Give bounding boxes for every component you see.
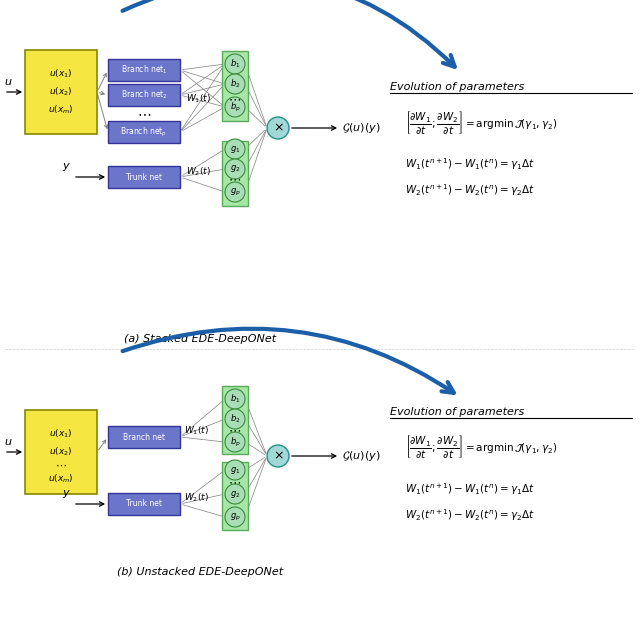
Text: $b_2$: $b_2$	[230, 78, 240, 90]
FancyBboxPatch shape	[108, 426, 180, 448]
Text: $u(x_1)$: $u(x_1)$	[49, 68, 73, 80]
Text: $b_p$: $b_p$	[230, 435, 241, 448]
Circle shape	[225, 507, 245, 527]
Text: $u$: $u$	[4, 77, 13, 87]
Text: $u(x_m)$: $u(x_m)$	[48, 473, 74, 485]
Circle shape	[225, 389, 245, 409]
Text: $W_2(t)$: $W_2(t)$	[186, 166, 211, 178]
Text: $\cdots$: $\cdots$	[228, 172, 241, 186]
Circle shape	[225, 484, 245, 504]
Circle shape	[225, 54, 245, 74]
FancyBboxPatch shape	[25, 410, 97, 494]
Text: (a) Stacked EDE-DeepONet: (a) Stacked EDE-DeepONet	[124, 334, 276, 344]
Text: $b_1$: $b_1$	[230, 58, 240, 70]
Text: $\cdots$: $\cdots$	[55, 460, 67, 470]
Circle shape	[225, 409, 245, 429]
Text: Branch net: Branch net	[123, 433, 165, 441]
Text: $\cdots$: $\cdots$	[228, 423, 241, 436]
Text: $W_2(t^{n+1}) - W_2(t^n) = \gamma_2 \Delta t$: $W_2(t^{n+1}) - W_2(t^n) = \gamma_2 \Del…	[405, 182, 534, 198]
FancyBboxPatch shape	[222, 51, 248, 121]
Text: Evolution of parameters: Evolution of parameters	[390, 407, 524, 417]
Text: $u(x_2)$: $u(x_2)$	[49, 446, 73, 458]
Text: Trunk net: Trunk net	[126, 500, 162, 508]
Text: $u(x_m)$: $u(x_m)$	[48, 103, 74, 116]
Text: $\cdots$: $\cdots$	[228, 475, 241, 488]
Text: $W_1(t)$: $W_1(t)$	[184, 424, 209, 437]
Circle shape	[225, 97, 245, 117]
FancyBboxPatch shape	[222, 462, 248, 530]
Text: $u(x_1)$: $u(x_1)$	[49, 428, 73, 440]
FancyBboxPatch shape	[222, 140, 248, 206]
Text: $b_p$: $b_p$	[230, 100, 241, 113]
Text: $g_p$: $g_p$	[230, 186, 241, 198]
Circle shape	[225, 182, 245, 202]
Circle shape	[225, 432, 245, 452]
FancyBboxPatch shape	[222, 386, 248, 454]
Text: $W_1(t^{n+1}) - W_1(t^n) = \gamma_1 \Delta t$: $W_1(t^{n+1}) - W_1(t^n) = \gamma_1 \Del…	[405, 481, 534, 497]
Text: $\times$: $\times$	[273, 122, 284, 135]
Text: $\cdots$: $\cdots$	[137, 107, 151, 120]
Text: $W_2(t)$: $W_2(t)$	[184, 492, 209, 504]
Text: Branch net$_1$: Branch net$_1$	[120, 64, 168, 76]
FancyBboxPatch shape	[108, 166, 180, 188]
Circle shape	[225, 74, 245, 94]
Text: $y$: $y$	[61, 161, 70, 173]
FancyBboxPatch shape	[108, 84, 180, 106]
Text: $\times$: $\times$	[273, 450, 284, 463]
Text: Evolution of parameters: Evolution of parameters	[390, 82, 524, 92]
Text: $\mathcal{G}(u)(y)$: $\mathcal{G}(u)(y)$	[342, 449, 381, 463]
Circle shape	[225, 159, 245, 179]
Circle shape	[225, 139, 245, 159]
Text: (b) Unstacked EDE-DeepONet: (b) Unstacked EDE-DeepONet	[117, 567, 283, 577]
Text: $g_1$: $g_1$	[230, 465, 240, 475]
FancyBboxPatch shape	[108, 493, 180, 515]
Text: $\cdots$: $\cdots$	[228, 93, 241, 105]
Circle shape	[267, 445, 289, 467]
Text: $W_1(t^{n+1}) - W_1(t^n) = \gamma_1 \Delta t$: $W_1(t^{n+1}) - W_1(t^n) = \gamma_1 \Del…	[405, 156, 534, 172]
Text: $\mathcal{G}(u)(y)$: $\mathcal{G}(u)(y)$	[342, 121, 381, 135]
Text: $\left[\dfrac{\partial W_1}{\partial t};\dfrac{\partial W_2}{\partial t}\right] : $\left[\dfrac{\partial W_1}{\partial t};…	[405, 433, 557, 460]
Text: $b_1$: $b_1$	[230, 393, 240, 405]
Text: $W_1(t)$: $W_1(t)$	[186, 93, 211, 105]
Text: $g_1$: $g_1$	[230, 144, 240, 154]
Text: $b_2$: $b_2$	[230, 413, 240, 425]
FancyBboxPatch shape	[25, 50, 97, 134]
Text: $g_p$: $g_p$	[230, 512, 241, 522]
FancyBboxPatch shape	[108, 121, 180, 143]
Circle shape	[267, 117, 289, 139]
Text: Trunk net: Trunk net	[126, 172, 162, 181]
Text: $g_2$: $g_2$	[230, 164, 240, 174]
Text: $\left[\dfrac{\partial W_1}{\partial t};\dfrac{\partial W_2}{\partial t}\right] : $\left[\dfrac{\partial W_1}{\partial t};…	[405, 108, 557, 135]
Text: Branch net$_2$: Branch net$_2$	[120, 89, 168, 101]
Circle shape	[225, 460, 245, 480]
Text: Branch net$_p$: Branch net$_p$	[120, 125, 168, 139]
Text: $u$: $u$	[4, 437, 13, 447]
Text: $W_2(t^{n+1}) - W_2(t^n) = \gamma_2 \Delta t$: $W_2(t^{n+1}) - W_2(t^n) = \gamma_2 \Del…	[405, 507, 534, 523]
FancyBboxPatch shape	[108, 59, 180, 81]
Text: $g_2$: $g_2$	[230, 488, 240, 500]
Text: $y$: $y$	[61, 488, 70, 500]
Text: $u(x_2)$: $u(x_2)$	[49, 86, 73, 98]
